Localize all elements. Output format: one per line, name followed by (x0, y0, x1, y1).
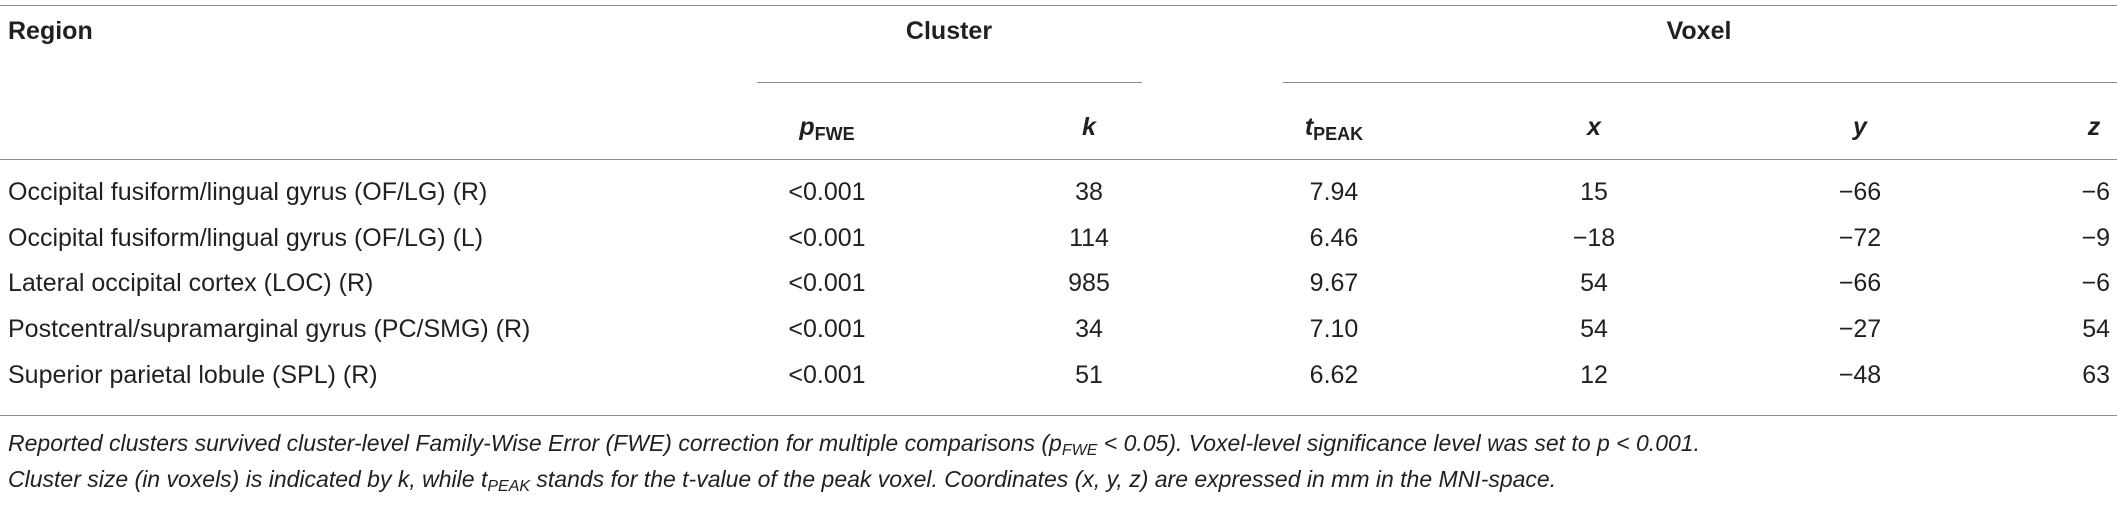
cell-x: −18 (1572, 224, 1616, 252)
cell-t: 9.67 (1309, 269, 1359, 297)
cell-z: 63 (2082, 361, 2110, 389)
table-top-rule (0, 5, 2117, 6)
cell-x: 54 (1580, 269, 1608, 297)
header-p-sub: FWE (814, 124, 855, 144)
header-region: Region (8, 17, 93, 45)
cell-z: −6 (2081, 269, 2110, 297)
cell-k: 51 (1075, 361, 1103, 389)
cell-region: Lateral occipital cortex (LOC) (R) (8, 269, 374, 297)
footnote-text: < 0.05). Voxel-level significance level … (1097, 430, 1700, 456)
cell-x: 54 (1580, 315, 1608, 343)
cluster-span-rule (757, 82, 1142, 83)
cell-p: <0.001 (788, 269, 866, 297)
cell-t: 7.94 (1309, 178, 1359, 206)
header-z: z (2087, 113, 2101, 141)
cell-y: −66 (1838, 178, 1882, 206)
cell-z: 54 (2082, 315, 2110, 343)
voxel-span-rule (1283, 82, 2117, 83)
cell-t: 6.46 (1309, 224, 1359, 252)
header-t-sub: PEAK (1313, 124, 1364, 144)
cell-k: 114 (1069, 224, 1109, 252)
cell-k: 34 (1075, 315, 1103, 343)
cell-region: Postcentral/supramarginal gyrus (PC/SMG)… (8, 315, 531, 343)
cell-y: −66 (1838, 269, 1882, 297)
footnote-sub: PEAK (487, 478, 531, 495)
footnote-sub: FWE (1061, 442, 1098, 459)
cell-p: <0.001 (788, 224, 866, 252)
header-bottom-rule (0, 159, 2117, 160)
cell-y: −27 (1838, 315, 1882, 343)
header-t-main: t (1304, 113, 1314, 141)
header-p-main: p (799, 113, 815, 141)
cell-p: <0.001 (788, 315, 866, 343)
cell-z: −6 (2081, 178, 2110, 206)
cell-x: 12 (1580, 361, 1608, 389)
footnote-text: stands for the t-value of the peak voxel… (530, 466, 1557, 492)
cell-y: −72 (1838, 224, 1882, 252)
cell-k: 985 (1068, 269, 1110, 297)
footnote-text: Reported clusters survived cluster-level… (8, 430, 1062, 456)
header-t-peak: tPEAK (1304, 112, 1364, 144)
cell-region: Superior parietal lobule (SPL) (R) (8, 361, 378, 389)
cell-y: −48 (1838, 361, 1882, 389)
cell-p: <0.001 (788, 361, 866, 389)
cell-region: Occipital fusiform/lingual gyrus (OF/LG)… (8, 224, 484, 252)
cell-p: <0.001 (788, 178, 866, 206)
header-x: x (1587, 113, 1601, 141)
header-y: y (1853, 113, 1867, 141)
header-cluster: Cluster (905, 17, 993, 45)
footnote-text: Cluster size (in voxels) is indicated by… (8, 466, 488, 492)
table-bottom-rule (0, 415, 2117, 416)
cell-t: 7.10 (1309, 315, 1359, 343)
cell-x: 15 (1580, 178, 1608, 206)
table-footnote: Reported clusters survived cluster-level… (8, 425, 2113, 497)
cell-region: Occipital fusiform/lingual gyrus (OF/LG)… (8, 178, 488, 206)
cell-k: 38 (1075, 178, 1103, 206)
header-k: k (1082, 113, 1096, 141)
cell-t: 6.62 (1309, 361, 1359, 389)
header-voxel: Voxel (1666, 17, 1732, 45)
cell-z: −9 (2081, 224, 2110, 252)
header-p-fwe: pFWE (799, 112, 855, 144)
footnote-line-2: Cluster size (in voxels) is indicated by… (8, 461, 2113, 497)
footnote-line-1: Reported clusters survived cluster-level… (8, 425, 2113, 461)
